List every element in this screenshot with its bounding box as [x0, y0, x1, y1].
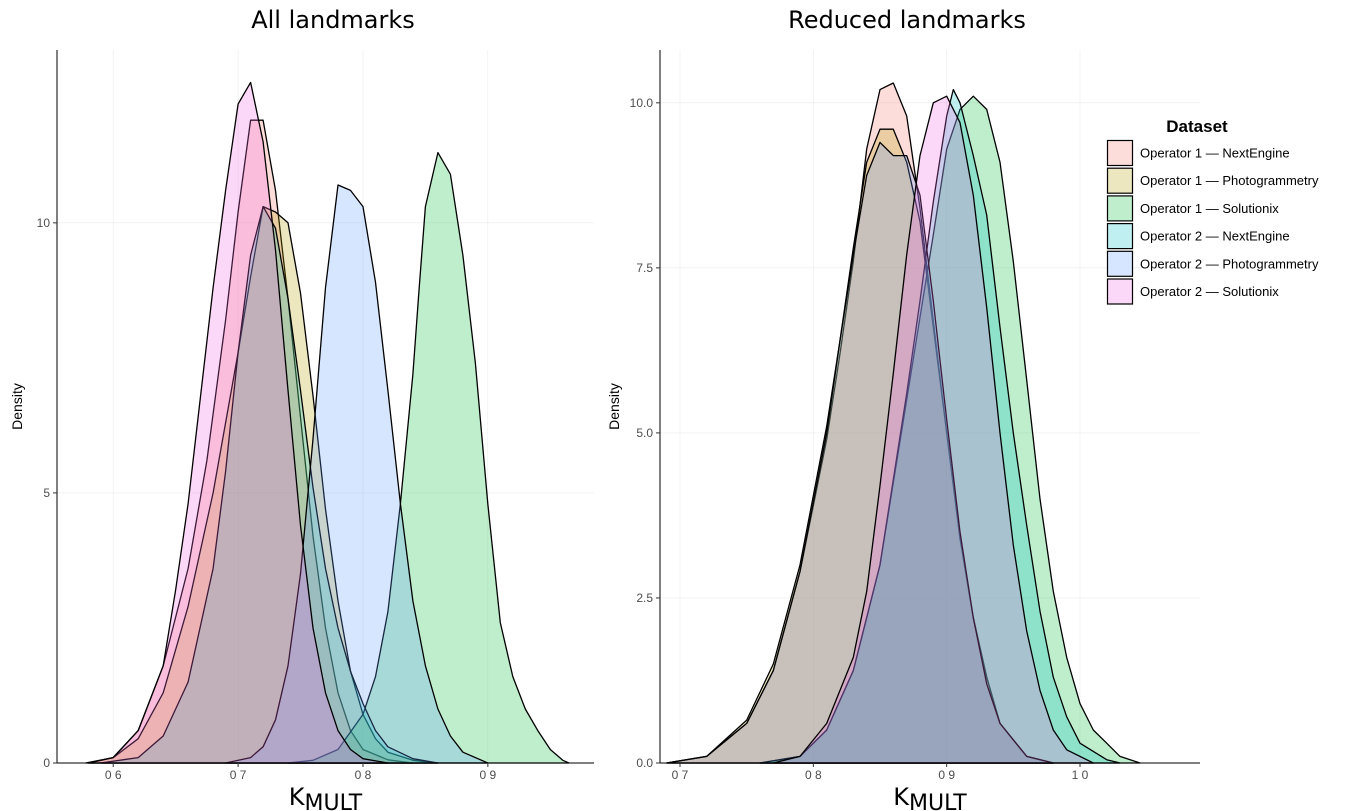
x-tick-label: 0 9	[938, 768, 955, 782]
x-tick-label: 0 9	[480, 768, 497, 782]
density-area-1	[85, 119, 414, 764]
legend-item: Operator 1 — Solutionix	[1106, 195, 1279, 222]
legend-label: Operator 2 — Photogrammetry	[1140, 256, 1319, 271]
y-tick-label: 2.5	[636, 591, 653, 605]
legend-label: Operator 1 — Solutionix	[1140, 201, 1279, 216]
x-tick-label: 1 0	[1072, 768, 1089, 782]
legend-swatch	[1106, 139, 1134, 167]
density-area-5	[224, 184, 489, 764]
legend-label: Operator 1 — NextEngine	[1140, 146, 1290, 161]
density-area-2	[87, 205, 439, 764]
y-tick-label: 5	[43, 486, 50, 500]
legend: Dataset Operator 1 — NextEngine Operator 1…	[1106, 117, 1319, 305]
x-tick-label: 0 8	[355, 768, 372, 782]
panel-1: 0 6 0 7 0 8 0 9 0 5 10 All landmarks KMULT Densit…	[9, 6, 594, 811]
legend-item: Operator 2 — Photogrammetry	[1106, 250, 1319, 277]
chart-title: All landmarks	[251, 6, 415, 34]
x-axis-label: KMULT	[289, 783, 363, 811]
legend-swatch	[1106, 223, 1134, 250]
x-tick-label: 0 8	[805, 768, 822, 782]
y-tick-label: 5.0	[636, 426, 653, 440]
legend-label: Operator 2 — NextEngine	[1140, 229, 1290, 244]
density-area-6	[87, 81, 389, 764]
x-axis-label: KMULT	[893, 783, 967, 811]
y-axis-label: Density	[9, 383, 25, 430]
legend-label: Operator 2 — Solutionix	[1140, 284, 1279, 299]
legend-swatch	[1106, 278, 1134, 305]
legend-item: Operator 1 — NextEngine	[1106, 139, 1290, 167]
panel-2: 0 7 0 8 0 9 1 0 0.0 2.5 5.0 7.5 10.0 Reduced land…	[606, 6, 1200, 811]
density-area-6	[772, 95, 1094, 764]
legend-item: Operator 2 — NextEngine	[1106, 223, 1290, 250]
y-tick-label: 7.5	[636, 261, 653, 275]
y-tick-label: 0.0	[636, 756, 653, 770]
density-area-5	[666, 141, 1054, 764]
x-tick-label: 0 7	[230, 768, 247, 782]
y-tick-label: 0	[43, 756, 50, 770]
y-axis-label: Density	[606, 383, 622, 430]
legend-item: Operator 1 — Photogrammetry	[1106, 167, 1319, 194]
legend-swatch	[1106, 195, 1134, 222]
chart-title: Reduced landmarks	[788, 6, 1026, 34]
density-area-4	[100, 205, 439, 764]
legend-label: Operator 1 — Photogrammetry	[1140, 173, 1319, 188]
y-tick-label: 10.0	[630, 96, 654, 110]
density-area-4	[759, 88, 1121, 764]
x-tick-label: 0 6	[105, 768, 122, 782]
x-tick-label: 0 7	[672, 768, 689, 782]
legend-swatch	[1106, 250, 1134, 277]
density-area-2	[666, 128, 1054, 764]
legend-item: Operator 2 — Solutionix	[1106, 278, 1279, 305]
density-area-3	[287, 151, 570, 764]
y-tick-label: 10	[37, 216, 51, 230]
legend-swatch	[1106, 167, 1134, 194]
legend-title: Dataset	[1166, 117, 1228, 136]
